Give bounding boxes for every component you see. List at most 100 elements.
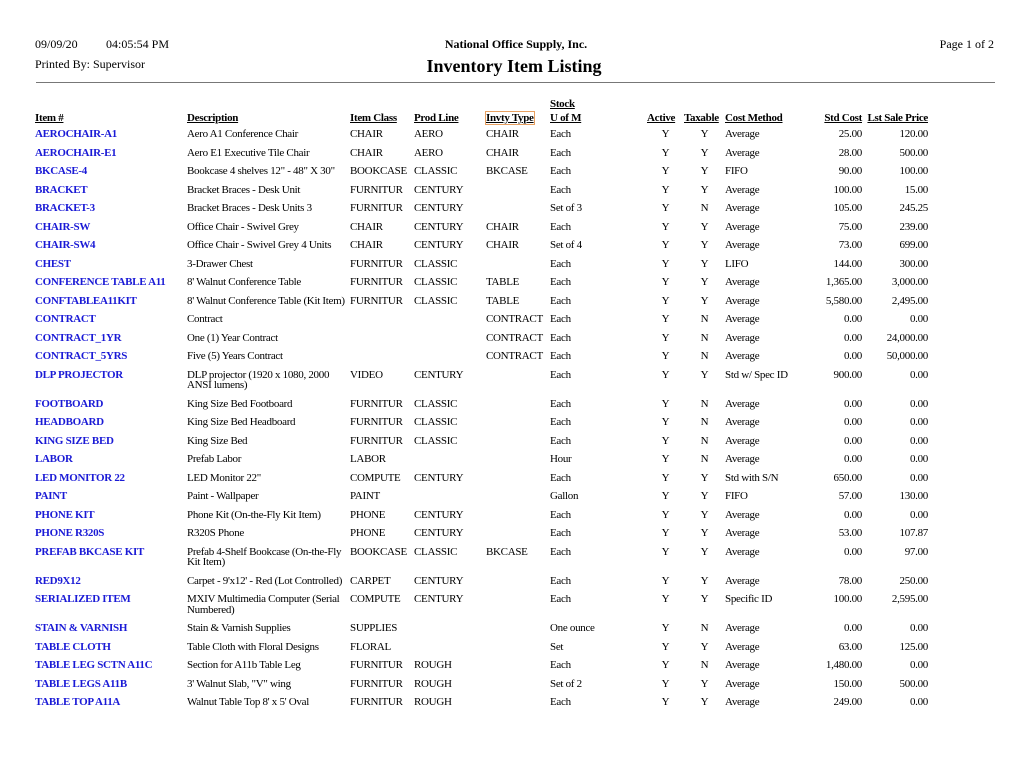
cell-item-number[interactable]: TABLE LEG SCTN A11C [35, 659, 153, 671]
cell-item-number[interactable]: PHONE R320S [35, 527, 105, 539]
cell-item-number[interactable]: AEROCHAIR-E1 [35, 146, 117, 159]
cell-active: Y [661, 257, 670, 270]
cell-item-class: CARPET [350, 574, 391, 587]
col-invty-type[interactable]: Invty Type [485, 111, 535, 125]
cell-item-class: CHAIR [350, 220, 383, 233]
cell-item-number[interactable]: CHEST [35, 257, 71, 270]
cell-taxable: N [700, 434, 709, 447]
cell-prod-line: CLASSIC [414, 545, 458, 558]
cell-active: Y [661, 622, 670, 634]
cell-taxable: N [700, 453, 709, 465]
cell-active: Y [661, 659, 670, 671]
cell-uom: Gallon [550, 490, 579, 502]
cell-item-number[interactable]: CONTRACT_1YR [35, 331, 122, 344]
cell-item-number[interactable]: BRACKET [35, 183, 88, 196]
cell-item-number[interactable]: KING SIZE BED [35, 434, 114, 447]
cell-prod-line [414, 348, 486, 367]
cell-lst-sale-price: 699.00 [899, 239, 929, 251]
cell-active: Y [661, 696, 670, 708]
cell-item-number[interactable]: SERIALIZED ITEM [35, 593, 131, 605]
cell-description: Aero A1 Conference Chair [187, 128, 299, 140]
cell-item-number[interactable]: AEROCHAIR-A1 [35, 128, 117, 140]
cell-prod-line: CENTURY [414, 368, 464, 381]
cell-item-number[interactable]: BKCASE-4 [35, 165, 87, 177]
cell-uom: Each [550, 350, 571, 362]
col-taxable[interactable]: Taxable [684, 112, 719, 124]
cell-uom: Each [550, 368, 571, 381]
cell-cost-method: Average [725, 183, 760, 196]
col-item[interactable]: Item # [35, 112, 64, 124]
cell-item-number[interactable]: CHAIR-SW4 [35, 239, 96, 251]
cell-active: Y [661, 368, 670, 381]
cell-prod-line: ROUGH [414, 696, 452, 708]
cell-uom: Each [550, 659, 571, 671]
cell-lst-sale-price: 0.00 [909, 368, 928, 381]
cell-invty-type [486, 657, 550, 676]
table-header: Item # Description Item Class Prod Line … [35, 97, 928, 126]
cell-description: 8' Walnut Conference Table [187, 276, 301, 288]
cell-std-cost: 73.00 [838, 239, 863, 251]
cell-description: Stain & Varnish Supplies [187, 622, 291, 634]
cell-description: Contract [187, 313, 223, 325]
cell-uom: Each [550, 545, 571, 558]
cell-item-class: PAINT [350, 490, 380, 502]
cell-item-class [350, 311, 414, 330]
table-row: LED MONITOR 22 LED Monitor 22" COMPUTE CENT… [35, 470, 928, 489]
cell-item-class: CHAIR [350, 128, 383, 140]
cell-taxable: N [700, 622, 709, 634]
cell-invty-type [486, 620, 550, 639]
cell-item-number[interactable]: LABOR [35, 453, 73, 465]
cell-item-number[interactable]: LED MONITOR 22 [35, 471, 125, 484]
col-lst-sale-price[interactable]: Lst Sale Price [867, 112, 928, 124]
cell-invty-type: CHAIR [486, 128, 519, 140]
cell-item-number[interactable]: CONFERENCE TABLE A11 [35, 276, 166, 288]
cell-cost-method: Average [725, 508, 760, 521]
cell-item-number[interactable]: TABLE LEGS A11B [35, 677, 127, 690]
cell-item-number[interactable]: DLP PROJECTOR [35, 368, 123, 381]
cell-item-number[interactable]: CONTRACT_5YRS [35, 350, 128, 362]
table-row: HEADBOARD King Size Bed Headboard FURNITUR… [35, 414, 928, 433]
cell-invty-type [486, 200, 550, 219]
cell-item-number[interactable]: PAINT [35, 490, 67, 502]
col-std-cost[interactable]: Std Cost [824, 112, 862, 124]
cell-uom: Each [550, 574, 571, 587]
cell-item-number[interactable]: PHONE KIT [35, 508, 95, 521]
cell-lst-sale-price: 97.00 [904, 545, 929, 558]
col-cost-method[interactable]: Cost Method [725, 112, 783, 124]
cell-item-number[interactable]: CONFTABLEA11KIT [35, 294, 137, 307]
cell-uom: Each [550, 128, 571, 140]
cell-cost-method: Average [725, 276, 760, 288]
cell-std-cost: 53.00 [838, 527, 863, 539]
cell-item-class: CHAIR [350, 146, 383, 159]
cell-prod-line: CENTURY [414, 574, 464, 587]
cell-std-cost: 100.00 [833, 183, 863, 196]
cell-std-cost: 0.00 [843, 453, 862, 465]
cell-item-number[interactable]: PREFAB BKCASE KIT [35, 545, 144, 558]
cell-item-number[interactable]: TABLE CLOTH [35, 640, 111, 653]
col-description[interactable]: Description [187, 112, 239, 124]
col-prod-line[interactable]: Prod Line [414, 112, 459, 124]
cell-item-number[interactable]: RED9X12 [35, 574, 81, 587]
cell-prod-line: CENTURY [414, 183, 464, 196]
cell-invty-type [486, 433, 550, 452]
cell-active: Y [661, 677, 670, 690]
cell-item-number[interactable]: FOOTBOARD [35, 397, 104, 410]
cell-invty-type [486, 488, 550, 507]
cell-item-class: FLORAL [350, 640, 391, 653]
col-uom[interactable]: Stock U of M [550, 98, 582, 124]
col-active[interactable]: Active [647, 112, 676, 124]
cell-active: Y [661, 574, 670, 587]
cell-item-number[interactable]: STAIN & VARNISH [35, 622, 128, 634]
cell-cost-method: Average [725, 696, 760, 708]
cell-item-number[interactable]: CHAIR-SW [35, 220, 91, 233]
cell-item-number[interactable]: HEADBOARD [35, 416, 104, 428]
table-row: BKCASE-4 Bookcase 4 shelves 12" - 48" X 3… [35, 163, 928, 182]
cell-item-number[interactable]: TABLE TOP A11A [35, 696, 121, 708]
table-row: PHONE KIT Phone Kit (On-the-Fly Kit Item)… [35, 507, 928, 526]
cell-item-number[interactable]: BRACKET-3 [35, 202, 95, 214]
cell-lst-sale-price: 300.00 [899, 257, 929, 270]
cell-uom: One ounce [550, 622, 595, 634]
cell-item-number[interactable]: CONTRACT [35, 313, 96, 325]
cell-std-cost: 105.00 [833, 202, 863, 214]
col-item-class[interactable]: Item Class [350, 112, 397, 124]
